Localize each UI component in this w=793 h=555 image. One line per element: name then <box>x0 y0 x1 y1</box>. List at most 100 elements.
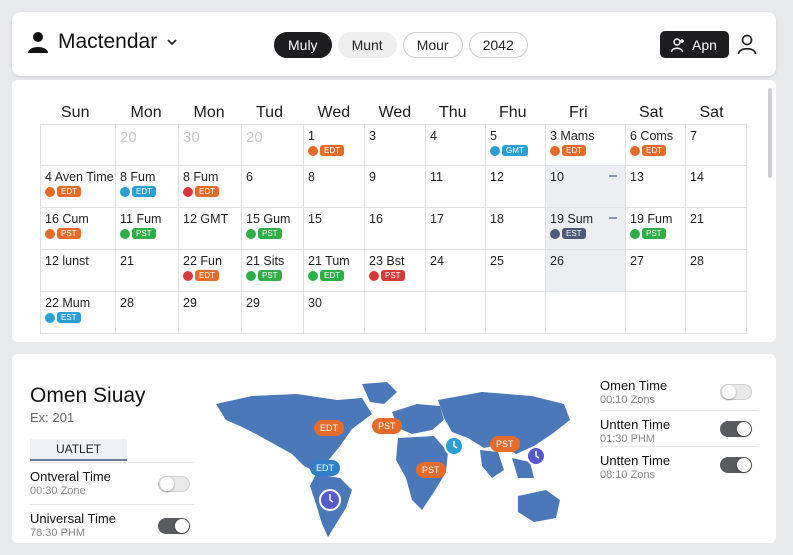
timezone-tag: EDT <box>195 186 219 197</box>
event-badge[interactable]: EDT <box>308 270 344 281</box>
apn-button[interactable]: Apn <box>660 31 729 58</box>
calendar-day-cell[interactable]: 24 <box>426 250 486 292</box>
zone-toggle[interactable] <box>158 518 190 534</box>
event-badge[interactable]: PST <box>45 228 81 239</box>
calendar-day-cell[interactable]: 16 Cum PST <box>40 208 116 250</box>
tab-uatlet[interactable]: UATLET <box>30 439 127 461</box>
calendar-day-cell[interactable]: 19 Sum EST <box>546 208 626 250</box>
zone-toggle[interactable] <box>158 476 190 492</box>
calendar-day-cell[interactable]: 22 Fun EDT <box>179 250 242 292</box>
calendar-day-cell[interactable]: 29 <box>242 292 304 334</box>
calendar-day-cell[interactable]: 21 Sits PST <box>242 250 304 292</box>
zone-toggle[interactable] <box>720 457 752 473</box>
world-map[interactable]: EDT PST PST PST EDT <box>212 374 582 539</box>
calendar-day-cell[interactable]: 16 <box>365 208 426 250</box>
calendar-day-cell[interactable]: 6 <box>242 166 304 208</box>
calendar-day-cell[interactable]: 7 <box>686 124 747 166</box>
map-tag-edt-selected[interactable]: EDT <box>310 460 340 476</box>
calendar-day-cell[interactable]: 9 <box>365 166 426 208</box>
calendar-day-cell[interactable]: 11 Fum PST <box>116 208 179 250</box>
event-badge[interactable]: GMT <box>490 145 528 156</box>
calendar-day-cell[interactable]: 26 <box>546 250 626 292</box>
event-badge[interactable]: PST <box>630 228 666 239</box>
view-pill-muly[interactable]: Muly <box>274 32 332 58</box>
calendar-day-cell[interactable]: 30 <box>179 124 242 166</box>
map-tag-pst[interactable]: PST <box>416 462 446 478</box>
event-dot-icon <box>120 228 130 239</box>
clock-pin-icon[interactable] <box>526 446 546 466</box>
calendar-day-cell[interactable]: 8 <box>304 166 365 208</box>
event-badge[interactable]: PST <box>120 228 156 239</box>
calendar-day-cell[interactable] <box>426 292 486 334</box>
calendar-day-cell[interactable]: 25 <box>486 250 546 292</box>
view-pill-munt[interactable]: Munt <box>337 32 397 58</box>
calendar-day-cell[interactable]: 4 <box>426 124 486 166</box>
event-badge[interactable]: PST <box>246 228 282 239</box>
calendar-day-cell[interactable]: 6 Coms EDT <box>626 124 686 166</box>
day-number: 9 <box>369 170 376 184</box>
calendar-day-cell[interactable]: 10 <box>546 166 626 208</box>
calendar-day-cell[interactable]: 12 GMT <box>179 208 242 250</box>
calendar-day-cell[interactable]: 15 Gum PST <box>242 208 304 250</box>
view-pill-mour[interactable]: Mour <box>402 32 463 58</box>
calendar-switcher[interactable]: Mactendar <box>26 30 179 54</box>
calendar-day-cell[interactable]: 11 <box>426 166 486 208</box>
calendar-day-cell[interactable]: 1 EDT <box>304 124 365 166</box>
calendar-day-cell[interactable]: 20 <box>242 124 304 166</box>
calendar-day-cell[interactable]: 14 <box>686 166 747 208</box>
zone-offset: 00:30 Zone <box>30 485 86 497</box>
event-badge[interactable]: EDT <box>183 270 219 281</box>
zone-toggle[interactable] <box>720 421 752 437</box>
calendar-day-cell[interactable]: 3 Mams EDT <box>546 124 626 166</box>
calendar-day-cell[interactable] <box>686 292 747 334</box>
calendar-day-cell[interactable]: 8 Fum EDT <box>179 166 242 208</box>
event-badge[interactable]: EST <box>45 312 81 323</box>
clock-pin-icon[interactable] <box>318 488 342 512</box>
event-badge[interactable]: EST <box>550 228 586 239</box>
event-badge[interactable]: PST <box>369 270 405 281</box>
event-badge[interactable]: PST <box>246 270 282 281</box>
calendar-day-cell[interactable]: 12 <box>486 166 546 208</box>
calendar-day-cell[interactable]: 5 GMT <box>486 124 546 166</box>
calendar-day-cell[interactable]: 28 <box>686 250 747 292</box>
calendar-day-cell[interactable]: 8 Fum EDT <box>116 166 179 208</box>
profile-button[interactable] <box>736 33 758 60</box>
calendar-day-cell[interactable]: 21 <box>686 208 747 250</box>
day-number: 3 <box>369 129 376 143</box>
calendar-day-cell[interactable]: 29 <box>179 292 242 334</box>
calendar-day-cell[interactable] <box>40 124 116 166</box>
view-pill-year[interactable]: 2042 <box>468 32 528 58</box>
calendar-day-cell[interactable]: 23 Bst PST <box>365 250 426 292</box>
calendar-day-cell[interactable] <box>365 292 426 334</box>
calendar-day-cell[interactable]: 27 <box>626 250 686 292</box>
event-badge[interactable]: EDT <box>183 186 219 197</box>
calendar-day-cell[interactable]: 22 Mum EST <box>40 292 116 334</box>
calendar-day-cell[interactable]: 18 <box>486 208 546 250</box>
event-badge[interactable]: EDT <box>45 186 81 197</box>
calendar-day-cell[interactable]: 4 Aven Time EDT <box>40 166 116 208</box>
clock-pin-icon[interactable] <box>444 436 464 456</box>
calendar-day-cell[interactable]: 30 <box>304 292 365 334</box>
calendar-day-cell[interactable]: 13 <box>626 166 686 208</box>
event-badge[interactable]: EDT <box>630 145 666 156</box>
calendar-day-cell[interactable]: 17 <box>426 208 486 250</box>
event-badge[interactable]: EDT <box>550 145 586 156</box>
calendar-day-cell[interactable]: 28 <box>116 292 179 334</box>
calendar-day-cell[interactable]: 21 <box>116 250 179 292</box>
map-tag-pst[interactable]: PST <box>372 418 402 434</box>
calendar-day-cell[interactable]: 20 <box>116 124 179 166</box>
calendar-day-cell[interactable]: 19 Fum PST <box>626 208 686 250</box>
calendar-day-cell[interactable] <box>626 292 686 334</box>
calendar-day-cell[interactable]: 3 <box>365 124 426 166</box>
map-tag-edt[interactable]: EDT <box>314 420 344 436</box>
calendar-day-cell[interactable]: 15 <box>304 208 365 250</box>
calendar-day-cell[interactable] <box>546 292 626 334</box>
map-tag-pst[interactable]: PST <box>490 436 520 452</box>
calendar-scrollbar[interactable] <box>768 88 772 178</box>
calendar-day-cell[interactable] <box>486 292 546 334</box>
calendar-day-cell[interactable]: 21 Tum EDT <box>304 250 365 292</box>
event-badge[interactable]: EDT <box>120 186 156 197</box>
event-badge[interactable]: EDT <box>308 145 344 156</box>
zone-toggle[interactable] <box>720 384 752 400</box>
calendar-day-cell[interactable]: 12 lunst <box>40 250 116 292</box>
